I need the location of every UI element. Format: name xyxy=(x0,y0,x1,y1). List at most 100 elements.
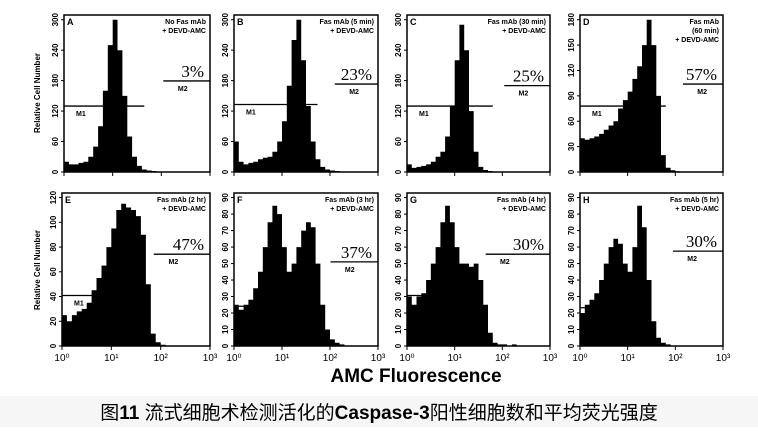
gated-percent: 25% xyxy=(513,67,544,86)
marker-m1-label: M1 xyxy=(419,111,429,118)
marker-m1-label: M1 xyxy=(246,311,256,318)
caption-text-1: 流式细胞术检测活化的 xyxy=(139,403,335,424)
x-tick-label: 10² xyxy=(153,353,168,364)
y-tick-label: 0 xyxy=(394,343,403,348)
marker-m1-label: M1 xyxy=(592,111,602,118)
histogram-d xyxy=(580,19,723,173)
histogram-b xyxy=(234,19,378,173)
plot-frame xyxy=(61,192,211,347)
y-tick-label: 60 xyxy=(567,242,576,251)
panel-letter: E xyxy=(65,195,71,205)
legend-text: Fas mAb (5 hr) xyxy=(670,197,719,204)
marker-m1-label: M1 xyxy=(246,109,256,116)
y-tick-label: 60 xyxy=(394,137,403,146)
y-tick-label: 240 xyxy=(221,43,230,57)
x-tick-label: 10⁰ xyxy=(572,353,587,364)
y-tick-label: 30 xyxy=(567,142,576,151)
y-tick-label: 0 xyxy=(221,169,230,174)
y-tick-label: 90 xyxy=(394,193,403,202)
y-axis-title: Relative Cell Number xyxy=(33,230,42,310)
legend-text: Fas mAb (30 min) xyxy=(488,19,546,26)
legend-text: Fas mAb xyxy=(689,19,719,26)
y-tick-label: 50 xyxy=(221,259,230,268)
y-tick-label: 10 xyxy=(567,325,576,334)
y-tick-label: 180 xyxy=(51,73,60,87)
y-tick-label: 300 xyxy=(221,12,230,26)
y-tick-label: 90 xyxy=(567,193,576,202)
y-tick-label: 80 xyxy=(49,242,58,251)
y-tick-label: 40 xyxy=(49,292,58,301)
x-tick-label: 10¹ xyxy=(620,353,635,364)
y-tick-label: 30 xyxy=(394,292,403,301)
y-tick-label: 20 xyxy=(567,308,576,317)
legend-text: Fas mAb (4 hr) xyxy=(497,197,546,204)
x-tick-label: 10³ xyxy=(371,353,386,364)
x-tick-label: 10⁰ xyxy=(399,353,414,364)
y-tick-label: 240 xyxy=(51,43,60,57)
panel-letter: G xyxy=(410,195,417,205)
legend-text: + DEVD-AMC xyxy=(330,206,374,213)
y-tick-label: 300 xyxy=(51,12,60,26)
y-tick-label: 0 xyxy=(51,169,60,174)
histogram-e xyxy=(62,203,210,346)
y-tick-label: 80 xyxy=(394,209,403,218)
y-axis-title: Relative Cell Number xyxy=(33,53,42,133)
x-tick-label: 10² xyxy=(495,353,510,364)
caption-prefix: 图 xyxy=(100,403,120,424)
caption-text-2: 阳性细胞数和平均荧光强度 xyxy=(429,403,658,424)
y-tick-label: 40 xyxy=(394,275,403,284)
histogram-c xyxy=(407,24,550,172)
y-tick-label: 20 xyxy=(394,308,403,317)
marker-m2-label: M2 xyxy=(687,256,697,263)
x-tick-label: 10² xyxy=(323,353,338,364)
marker-m1-label: M1 xyxy=(76,111,86,118)
plot-frame xyxy=(406,192,551,347)
y-tick-label: 120 xyxy=(567,63,576,77)
gated-percent: 30% xyxy=(513,235,544,254)
y-tick-label: 50 xyxy=(394,259,403,268)
panel-letter: F xyxy=(237,195,243,205)
y-tick-label: 60 xyxy=(221,242,230,251)
gated-percent: 3% xyxy=(181,62,204,81)
x-tick-label: 10³ xyxy=(203,353,218,364)
y-tick-label: 300 xyxy=(394,12,403,26)
y-tick-label: 150 xyxy=(567,38,576,52)
y-tick-label: 0 xyxy=(567,343,576,348)
panel-letter: B xyxy=(237,17,244,27)
y-tick-label: 60 xyxy=(394,242,403,251)
plot-frame xyxy=(579,192,724,347)
marker-m1-label: M1 xyxy=(74,301,84,308)
marker-m2-label: M2 xyxy=(519,91,529,98)
y-tick-label: 30 xyxy=(221,292,230,301)
legend-text: + DEVD-AMC xyxy=(675,37,719,44)
y-tick-label: 180 xyxy=(394,73,403,87)
legend-text: + DEVD-AMC xyxy=(330,28,374,35)
y-tick-label: 20 xyxy=(221,308,230,317)
y-tick-label: 90 xyxy=(567,91,576,100)
histogram-g xyxy=(407,205,550,346)
marker-m2-label: M2 xyxy=(697,89,707,96)
gated-percent: 30% xyxy=(686,232,717,251)
x-tick-label: 10⁰ xyxy=(54,353,69,364)
x-tick-label: 10² xyxy=(668,353,683,364)
y-tick-label: 0 xyxy=(394,169,403,174)
y-tick-label: 10 xyxy=(394,325,403,334)
legend-text: + DEVD-AMC xyxy=(502,28,546,35)
y-tick-label: 30 xyxy=(567,292,576,301)
marker-m2-label: M2 xyxy=(349,89,359,96)
histogram-f xyxy=(234,205,378,346)
caption-number: 11 xyxy=(119,403,140,424)
y-tick-label: 180 xyxy=(221,73,230,87)
panel-letter: A xyxy=(67,17,74,27)
x-tick-label: 10³ xyxy=(543,353,558,364)
y-tick-label: 70 xyxy=(567,226,576,235)
y-tick-label: 120 xyxy=(49,190,58,204)
plot-frame xyxy=(233,14,379,173)
marker-m1-label: M1 xyxy=(592,313,602,320)
legend-text: Fas mAb (5 min) xyxy=(320,19,374,26)
y-tick-label: 70 xyxy=(394,226,403,235)
y-tick-label: 0 xyxy=(49,343,58,348)
y-tick-label: 90 xyxy=(221,193,230,202)
